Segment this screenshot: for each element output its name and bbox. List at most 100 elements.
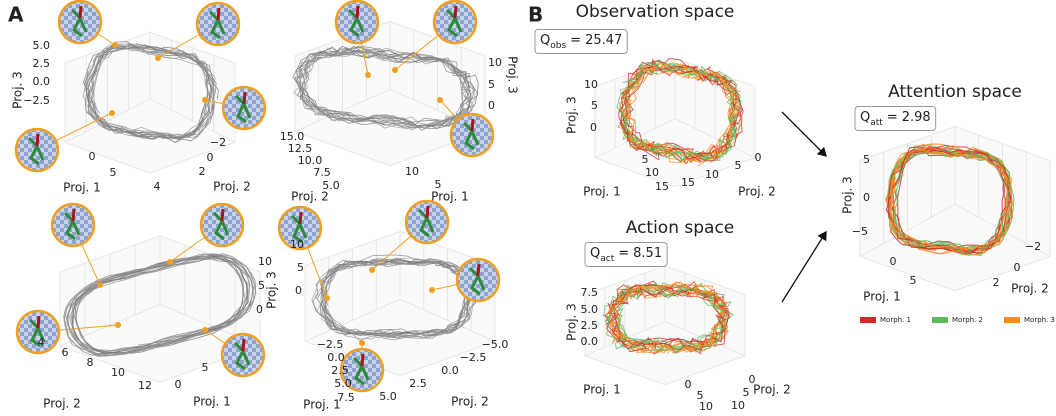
target-dot <box>97 282 103 288</box>
target-dot <box>202 327 208 333</box>
tick-label: 2.5 <box>581 319 599 332</box>
tick-label: 0 <box>755 151 762 164</box>
target-dot <box>109 110 115 116</box>
target-dot <box>369 267 375 273</box>
metric-equals: = <box>887 110 898 125</box>
tick-label: −2.5 <box>317 338 344 351</box>
axis-label: Proj. 2 <box>753 383 791 397</box>
axis-label: Proj. 1 <box>303 398 341 412</box>
tick-label: 5 <box>910 274 917 287</box>
tick-label: 12 <box>138 379 152 392</box>
axis-label: Proj. 1 <box>583 383 621 397</box>
tick-label: 15 <box>655 180 669 193</box>
axis-label: Proj. 3 <box>265 271 279 309</box>
tick-label: 0 <box>1014 261 1021 274</box>
tick-label: 0 <box>685 378 692 391</box>
robot-torso <box>455 6 456 18</box>
tick-label: 5 <box>591 99 598 112</box>
tick-label: 10 <box>258 255 272 268</box>
axis-label: Proj. 2 <box>738 185 776 199</box>
tick-label: 15 <box>681 176 695 189</box>
tick-label: 7.5 <box>337 391 355 404</box>
metric-subscript: act <box>600 254 614 264</box>
tick-label: 7.5 <box>581 286 599 299</box>
tick-label: 5 <box>735 159 742 172</box>
tick-label: 5 <box>110 166 117 179</box>
tick-label: 0 <box>749 373 756 386</box>
metric-equals: = <box>618 246 629 261</box>
robot-torso <box>300 212 301 224</box>
tick-label: −2.5 <box>23 94 50 107</box>
axis-label: Proj. 3 <box>565 303 579 341</box>
tick-label: 0.0 <box>581 335 599 348</box>
tick-label: 5 <box>743 386 750 399</box>
tick-label: 5.0 <box>33 39 51 52</box>
tick-label: 10 <box>645 166 659 179</box>
tick-label: 7.5 <box>313 166 331 179</box>
tick-label: 5.0 <box>334 377 352 390</box>
robot-torso <box>472 119 473 131</box>
axis-label: Proj. 1 <box>583 185 621 199</box>
axis-label: Proj. 3 <box>841 176 855 214</box>
legend-label: Morph. 2 <box>952 316 983 324</box>
tick-label: −2.5 <box>460 351 487 364</box>
tick-label: 10 <box>705 168 719 181</box>
tick-label: −5.0 <box>482 338 509 351</box>
metric-value: 25.47 <box>585 33 622 48</box>
tick-label: 8 <box>87 356 94 369</box>
tick-label: 0 <box>488 99 495 112</box>
robot-torso <box>478 264 479 276</box>
axis-label: Proj. 2 <box>213 180 251 194</box>
tick-label: 2 <box>993 276 1000 289</box>
tick-label: 0 <box>863 191 870 204</box>
axis-label: Proj. 3 <box>565 96 579 134</box>
axis-label: Proj. 2 <box>1011 282 1049 296</box>
tick-label: 10 <box>488 56 502 69</box>
plot-title: Observation space <box>576 2 735 22</box>
axis-label: Proj. 1 <box>193 395 231 409</box>
tick-label: 0.0 <box>33 75 51 88</box>
target-dot <box>429 287 435 293</box>
metric-symbol: Q <box>590 246 600 261</box>
tick-label: 0 <box>890 255 897 268</box>
metric-symbol: Q <box>540 33 550 48</box>
tick-label: 5.0 <box>379 390 397 403</box>
axis-label: Proj. 1 <box>863 290 901 304</box>
target-dot <box>155 55 161 61</box>
robot-torso <box>38 316 39 328</box>
target-dot <box>392 67 398 73</box>
target-dot <box>202 97 208 103</box>
tick-label: 2.5 <box>409 377 427 390</box>
metric-value: 2.98 <box>902 110 931 125</box>
legend-swatch <box>1004 317 1020 323</box>
tick-label: 0 <box>207 151 214 164</box>
robot-torso <box>37 134 38 146</box>
target-dot <box>167 259 173 265</box>
target-dot <box>365 72 371 78</box>
metric-value: 8.51 <box>633 246 662 261</box>
tick-label: 5 <box>488 78 495 91</box>
tick-label: 10 <box>111 366 125 379</box>
tick-label: 2 <box>199 165 206 178</box>
tick-label: 6 <box>62 346 69 359</box>
tick-label: 0.0 <box>327 351 345 364</box>
tick-label: 5 <box>642 153 649 166</box>
figure: A B Proj. 35.02.50.0−2.5Proj. 105Proj. 2… <box>0 0 1056 412</box>
metric-equals: = <box>570 33 581 48</box>
tick-label: 0 <box>256 303 263 316</box>
panel-label: B <box>528 3 543 27</box>
robot-torso <box>357 6 358 18</box>
legend-swatch <box>860 317 876 323</box>
axis-label: Proj. 3 <box>506 56 520 94</box>
panel-label: A <box>8 3 24 27</box>
axis-label: Proj. 2 <box>43 397 81 411</box>
tick-label: −5 <box>852 225 868 238</box>
robot-torso <box>80 6 81 18</box>
tick-label: −2 <box>1025 240 1041 253</box>
tick-label: 5 <box>863 153 870 166</box>
legend-label: Morph. 3 <box>1024 316 1055 324</box>
robot-torso <box>243 339 244 351</box>
tick-label: 0.0 <box>441 364 459 377</box>
tick-label: 5 <box>435 178 442 191</box>
tick-label: 0 <box>175 378 182 391</box>
